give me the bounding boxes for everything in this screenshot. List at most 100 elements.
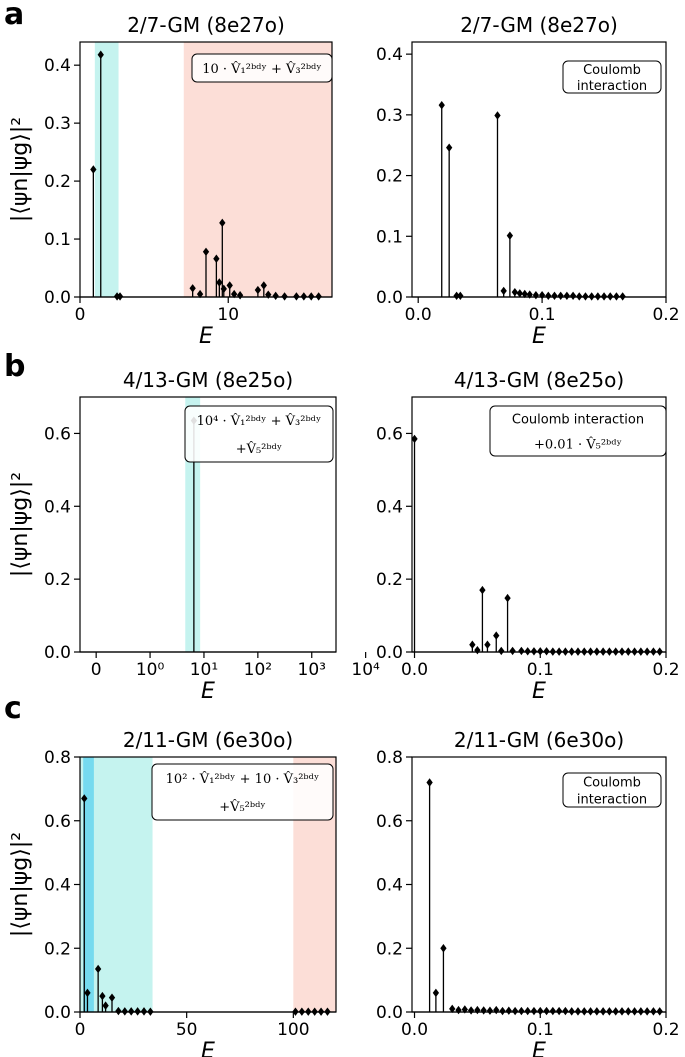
data-point-marker xyxy=(557,291,564,300)
annotation-text: 10² · V̂₁²ᵇᵈʸ + 10 · V̂₃²ᵇᵈʸ xyxy=(166,771,320,787)
data-point-marker xyxy=(607,292,614,301)
annotation-text: +V̂₅²ᵇᵈʸ xyxy=(219,799,266,815)
data-point-marker xyxy=(612,1007,619,1016)
y-tick-label: 0.4 xyxy=(376,497,403,517)
data-point-marker xyxy=(551,291,558,300)
data-point-marker xyxy=(656,1007,663,1016)
data-point-marker xyxy=(90,165,97,174)
chart-a-left: 0 10 0.0 0.1 0.2 0.3 0.4 2/7-GM (8e27o) E |⟨ψn|ψg… xyxy=(8,13,333,349)
x-tick-label: 0 xyxy=(75,305,86,325)
annotation-text: interaction xyxy=(577,793,647,808)
data-point-marker xyxy=(500,286,507,296)
data-point-marker xyxy=(549,1006,556,1016)
y-tick-label: 0.4 xyxy=(44,497,71,517)
shaded-band-1 xyxy=(83,757,94,1012)
y-tick-label: 0.4 xyxy=(44,876,71,896)
data-point-marker xyxy=(469,640,476,649)
shaded-band-0 xyxy=(94,42,119,297)
data-point-marker xyxy=(511,287,518,297)
annotation-text: 10⁴ · V̂₁²ᵇᵈʸ + V̂₃²ᵇᵈʸ xyxy=(197,413,322,429)
data-point-marker xyxy=(530,647,538,656)
y-tick-label: 0.6 xyxy=(376,812,403,832)
x-axis-label: E xyxy=(199,324,213,349)
x-tick-label: 0.2 xyxy=(652,660,679,680)
axes-frame xyxy=(411,41,667,298)
data-point-marker xyxy=(479,585,486,595)
data-point-marker xyxy=(432,988,440,998)
data-point-marker xyxy=(537,647,544,656)
data-point-marker xyxy=(588,292,595,301)
data-point-marker xyxy=(562,1006,569,1016)
data-point-marker xyxy=(613,292,620,301)
y-tick-label: 0.8 xyxy=(376,748,403,768)
data-point-marker xyxy=(455,1005,462,1015)
data-point-marker xyxy=(524,647,531,656)
data-point-marker xyxy=(196,289,204,299)
y-tick-label: 0.1 xyxy=(376,227,403,247)
data-point-marker xyxy=(216,278,223,287)
data-point-marker xyxy=(563,291,571,300)
data-point-marker xyxy=(518,646,525,656)
chart-title: 2/11-GM (6e30o) xyxy=(123,728,293,752)
data-point-marker xyxy=(411,434,418,444)
data-point-marker xyxy=(446,143,453,152)
x-axis-label: E xyxy=(532,679,546,704)
data-point-marker xyxy=(121,1007,128,1016)
data-point-marker xyxy=(213,254,220,263)
y-tick-label: 0.6 xyxy=(44,424,71,444)
x-tick-label: 100 xyxy=(277,1020,309,1040)
data-point-marker xyxy=(474,645,481,655)
y-tick-label: 0.0 xyxy=(376,643,403,663)
data-point-marker xyxy=(532,290,540,300)
x-tick-label: 0.0 xyxy=(405,305,432,325)
data-point-marker xyxy=(643,1007,651,1016)
data-point-marker xyxy=(618,1007,626,1016)
y-tick-label: 0.3 xyxy=(44,114,71,134)
data-point-marker xyxy=(140,1007,148,1016)
data-point-marker xyxy=(493,631,500,640)
annotation-box xyxy=(151,763,334,821)
x-axis-label: E xyxy=(201,679,215,704)
x-axis-label: E xyxy=(532,324,546,349)
x-tick-label: 0.2 xyxy=(652,1020,679,1040)
data-point-marker xyxy=(493,1005,500,1015)
chart-title: 4/13-GM (8e25o) xyxy=(454,368,624,392)
axes-frame xyxy=(411,396,667,653)
annotation-text: Coulomb xyxy=(583,776,641,791)
data-point-marker xyxy=(494,111,501,120)
data-point-marker xyxy=(593,1007,600,1016)
data-point-marker xyxy=(453,291,460,300)
x-tick-label: 10⁴ xyxy=(351,660,380,680)
data-point-marker xyxy=(449,1004,456,1014)
annotation-box xyxy=(562,60,662,94)
data-point-marker xyxy=(599,1007,607,1016)
x-tick-label: 0.1 xyxy=(527,1020,554,1040)
data-point-marker xyxy=(521,289,528,299)
data-point-marker xyxy=(581,1007,588,1016)
y-tick-label: 0.4 xyxy=(44,56,71,76)
y-tick-label: 0.2 xyxy=(44,939,71,959)
data-point-marker xyxy=(467,1006,475,1015)
data-point-marker xyxy=(461,1005,468,1014)
x-tick-label: 0 xyxy=(75,1020,86,1040)
panel-letter-a: a xyxy=(4,0,24,32)
data-point-marker xyxy=(219,218,226,228)
data-point-marker xyxy=(509,646,516,656)
data-point-marker xyxy=(128,1007,135,1016)
x-tick-label: 10³ xyxy=(298,660,326,680)
data-point-marker xyxy=(99,991,106,1001)
annotation-box xyxy=(562,772,662,808)
data-point-marker xyxy=(260,281,267,290)
data-point-marker xyxy=(474,1005,481,1015)
data-point-marker xyxy=(582,292,589,301)
chart-c-left: 0 50 100 0.0 0.2 0.4 0.6 0.8 2/11-GM (6e30o) E |⟨ψ… xyxy=(8,728,337,1057)
chart-title: 2/7-GM (8e27o) xyxy=(127,13,285,37)
data-point-marker xyxy=(499,1006,506,1016)
shaded-band-1 xyxy=(183,42,332,297)
data-point-marker xyxy=(576,292,583,301)
annotation-text: 10 · V̂₁²ᵇᵈʸ + V̂₃²ᵇᵈʸ xyxy=(202,61,322,77)
annotation-text: interaction xyxy=(577,79,647,94)
chart-b-left: 0 10⁰ 10¹ 10² 10³ 10⁴ 0.0 0.2 0.4 0.6 4/13-GM (8e2… xyxy=(8,368,380,704)
charts-group: 0 10 0.0 0.1 0.2 0.3 0.4 2/7-GM (8e27o) E |⟨ψn|ψg… xyxy=(8,13,680,1057)
